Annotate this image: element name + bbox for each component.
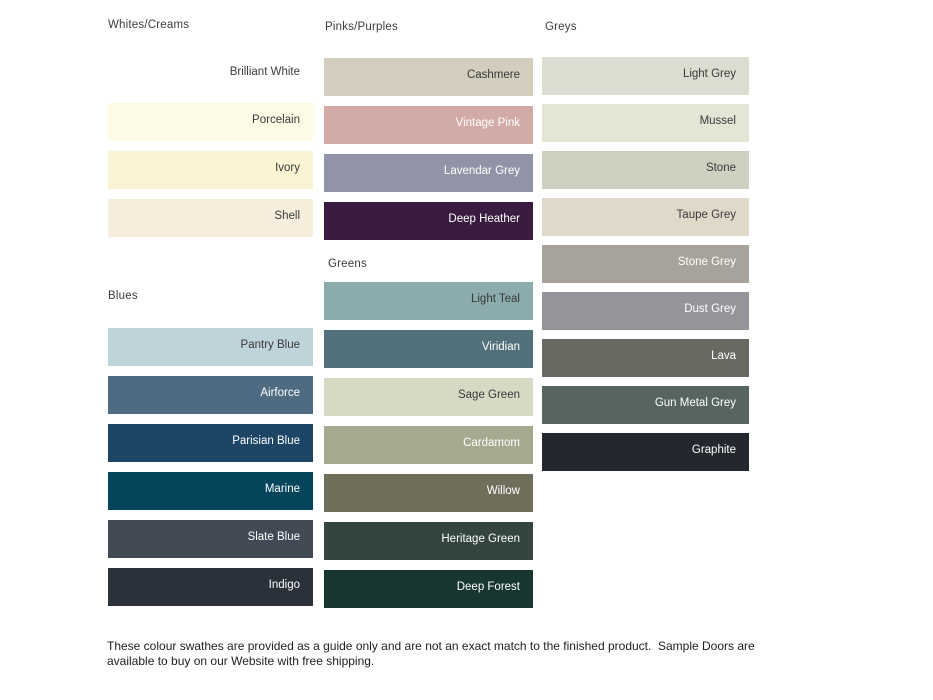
swatch-airforce: Airforce — [108, 376, 313, 414]
swatch-label: Light Grey — [682, 68, 736, 80]
swatch-label: Viridian — [481, 341, 520, 353]
swatch-label: Parisian Blue — [232, 435, 300, 447]
swatch-deep-heather: Deep Heather — [324, 202, 533, 240]
swatch-mussel: Mussel — [542, 104, 749, 142]
swatch-label: Brilliant White — [229, 66, 300, 78]
swatch-list-greens: Light Teal Viridian Sage Green Cardamom Will… — [324, 282, 533, 618]
swatch-list-greys: Light Grey Mussel Stone Taupe Grey Stone Gre… — [542, 57, 749, 480]
swatch-list-whites-creams: Brilliant White Porcelain Ivory Shell — [108, 55, 313, 247]
swatch-label: Porcelain — [252, 114, 300, 126]
section-header-greens: Greens — [328, 258, 367, 270]
swatch-vintage-pink: Vintage Pink — [324, 106, 533, 144]
swatch-parisian-blue: Parisian Blue — [108, 424, 313, 462]
swatch-light-grey: Light Grey — [542, 57, 749, 95]
swatch-deep-forest: Deep Forest — [324, 570, 533, 608]
section-header-blues: Blues — [108, 290, 138, 302]
swatch-graphite: Graphite — [542, 433, 749, 471]
swatch-list-pinks-purples: Cashmere Vintage Pink Lavendar Grey Deep He… — [324, 58, 533, 250]
section-header-whites-creams: Whites/Creams — [108, 19, 190, 31]
swatch-label: Deep Forest — [456, 581, 520, 593]
swatch-label: Heritage Green — [441, 533, 520, 545]
swatch-label: Deep Heather — [448, 213, 520, 225]
swatch-label: Shell — [274, 210, 300, 222]
swatch-label: Marine — [264, 483, 300, 495]
swatch-light-teal: Light Teal — [324, 282, 533, 320]
disclaimer-note: These colour swathes are provided as a g… — [107, 639, 759, 669]
swatch-label: Pantry Blue — [240, 339, 300, 351]
swatch-pantry-blue: Pantry Blue — [108, 328, 313, 366]
swatch-label: Cashmere — [466, 69, 520, 81]
swatch-label: Taupe Grey — [676, 209, 736, 221]
swatch-label: Willow — [486, 485, 520, 497]
swatch-label: Sage Green — [457, 389, 520, 401]
swatch-label: Indigo — [268, 579, 300, 591]
swatch-lavendar-grey: Lavendar Grey — [324, 154, 533, 192]
swatch-cashmere: Cashmere — [324, 58, 533, 96]
swatch-stone: Stone — [542, 151, 749, 189]
swatch-ivory: Ivory — [108, 151, 313, 189]
swatch-marine: Marine — [108, 472, 313, 510]
swatch-label: Lavendar Grey — [443, 165, 520, 177]
swatch-label: Gun Metal Grey — [654, 397, 736, 409]
swatch-label: Dust Grey — [684, 303, 736, 315]
swatch-label: Light Teal — [470, 293, 520, 305]
swatch-brilliant-white: Brilliant White — [108, 55, 313, 93]
swatch-gun-metal-grey: Gun Metal Grey — [542, 386, 749, 424]
swatch-label: Slate Blue — [247, 531, 300, 543]
section-header-pinks-purples: Pinks/Purples — [325, 21, 398, 33]
swatch-heritage-green: Heritage Green — [324, 522, 533, 560]
section-header-greys: Greys — [545, 21, 577, 33]
swatch-stone-grey: Stone Grey — [542, 245, 749, 283]
swatch-label: Vintage Pink — [455, 117, 520, 129]
swatch-indigo: Indigo — [108, 568, 313, 606]
swatch-willow: Willow — [324, 474, 533, 512]
swatch-dust-grey: Dust Grey — [542, 292, 749, 330]
swatch-shell: Shell — [108, 199, 313, 237]
swatch-sage-green: Sage Green — [324, 378, 533, 416]
swatch-label: Graphite — [691, 444, 736, 456]
swatch-label: Ivory — [275, 162, 300, 174]
swatch-label: Mussel — [699, 115, 736, 127]
swatch-label: Cardamom — [463, 437, 520, 449]
swatch-label: Airforce — [260, 387, 300, 399]
swatch-label: Lava — [711, 350, 736, 362]
swatch-lava: Lava — [542, 339, 749, 377]
swatch-cardamom: Cardamom — [324, 426, 533, 464]
swatch-label: Stone — [705, 162, 736, 174]
swatch-label: Stone Grey — [677, 256, 736, 268]
swatch-taupe-grey: Taupe Grey — [542, 198, 749, 236]
swatch-viridian: Viridian — [324, 330, 533, 368]
swatch-slate-blue: Slate Blue — [108, 520, 313, 558]
swatch-porcelain: Porcelain — [108, 103, 313, 141]
swatch-list-blues: Pantry Blue Airforce Parisian Blue Marine Sl… — [108, 328, 313, 616]
